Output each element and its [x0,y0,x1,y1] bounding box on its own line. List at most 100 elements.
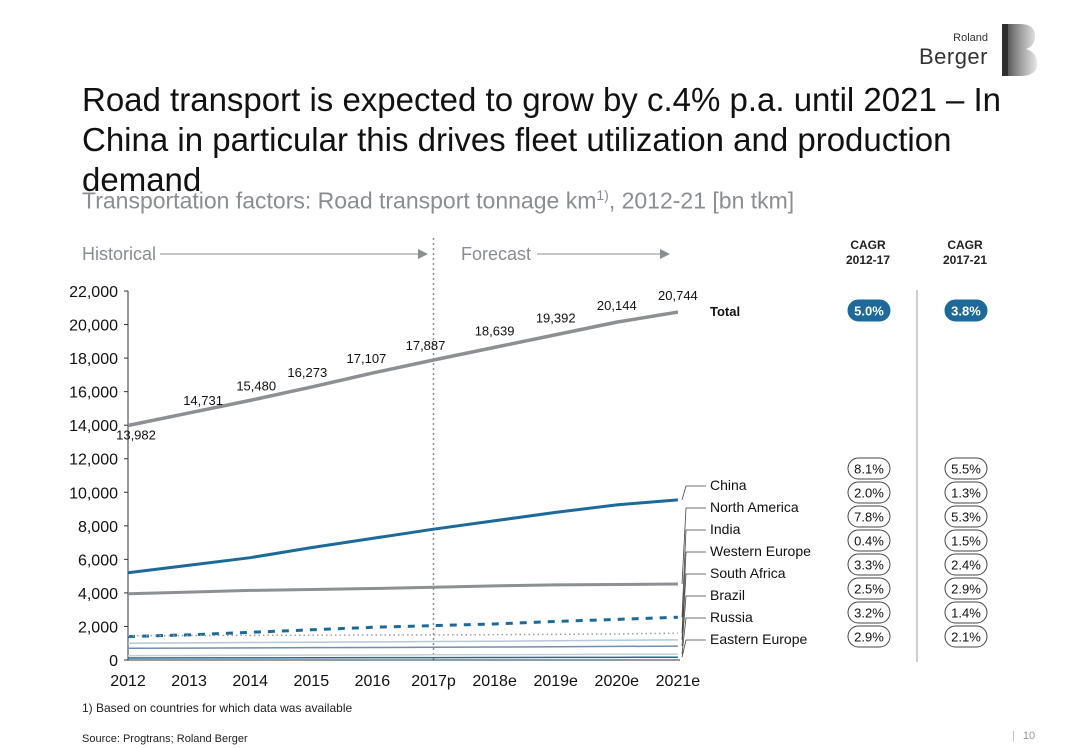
cagr-value: 1.3% [951,486,981,501]
total-data-label: 14,731 [183,393,223,408]
series-connector [681,507,706,585]
cagr-value: 2.9% [951,582,981,597]
logo-text-small: Roland [953,32,988,44]
cagr-value: 3.3% [854,558,884,573]
series-line-china [127,498,679,575]
x-tick-label: 2016 [355,673,391,690]
cagr-badge [944,505,988,528]
cagr-header-line2: 2017-21 [942,253,988,267]
series-label: Western Europe [710,543,811,559]
series-line-north-america [127,582,678,596]
series-connector [681,485,706,500]
cagr-value: 7.8% [854,510,884,525]
cagr-value: 5.5% [951,462,981,477]
series-connector [681,617,706,655]
total-data-label: 17,107 [347,351,387,366]
series-line-russia [127,653,678,657]
footnote: 1) Based on countries for which data was… [82,701,353,715]
cagr-value: 5.0% [854,304,884,319]
x-tick-label: 2015 [294,673,330,690]
logo-text-big: Berger [918,44,988,69]
cagr-value: 2.4% [951,558,981,573]
subtitle-suffix: , 2012-21 [bn tkm] [608,187,795,214]
series-connector [681,551,706,634]
y-tick-label: 20,000 [69,318,118,335]
y-tick-label: 8,000 [78,519,118,536]
chart-subtitle: Transportation factors: Road transport t… [82,187,794,215]
cagr-badge [944,601,988,624]
cagr-badge [847,505,891,528]
cagr-total-badge [847,299,891,322]
cagr-value: 8.1% [854,462,884,477]
cagr-badge [944,553,988,576]
cagr-header-line2: 2012-17 [845,253,891,267]
series-line-western-europe [127,632,678,637]
cagr-value: 1.5% [951,534,981,549]
cagr-2017-21-header: CAGR 2017-21 [925,238,1005,268]
cagr-value: 2.5% [854,582,884,597]
series-line-total [127,310,679,428]
series-label: Eastern Europe [710,631,807,647]
subtitle-text: Transportation factors: Road transport t… [82,187,597,214]
series-line-brazil [127,645,678,650]
x-tick-label: 2017p [411,673,456,690]
total-data-label: 17,887 [406,338,446,353]
source-note: Source: Progtrans; Roland Berger [82,733,248,745]
cagr-value: 3.2% [854,606,884,621]
forecast-arrowhead [660,249,670,259]
series-connector [681,639,706,658]
page-separator: | [1012,730,1015,742]
total-data-label: 13,982 [116,427,156,442]
forecast-label: Forecast [461,244,532,264]
cagr-value: 2.1% [951,630,981,645]
series-label: India [710,521,741,537]
total-data-label: 20,144 [597,298,637,313]
series-line-eastern-europe [127,656,678,659]
cagr-badge [847,529,891,552]
series-connector [681,595,706,647]
cagr-value: 5.3% [951,510,981,525]
x-tick-label: 2013 [171,673,207,690]
series-label: Russia [710,609,753,625]
series-label: China [710,477,747,493]
cagr-badge [847,625,891,648]
cagr-badge [847,577,891,600]
logo-b-icon [1002,24,1037,76]
total-data-label: 20,744 [658,288,698,303]
total-data-label: 15,480 [236,378,276,393]
series-label: North America [710,499,799,515]
historical-arrowhead [418,249,428,259]
y-tick-label: 18,000 [69,351,118,368]
cagr-badge [847,601,891,624]
series-label: Brazil [710,587,745,603]
cagr-2012-17-header: CAGR 2012-17 [828,238,908,268]
cagr-badge [847,457,891,480]
historical-label: Historical [82,244,157,264]
y-tick-label: 4,000 [78,586,118,603]
total-data-label: 16,273 [287,365,327,380]
y-tick-label: 6,000 [78,552,118,569]
series-label: South Africa [710,565,786,581]
roland-berger-logo: Roland Berger [919,22,1060,78]
y-tick-label: 16,000 [69,385,118,402]
cagr-badge [944,481,988,504]
page-number: 10 [1022,730,1036,742]
y-tick-label: 2,000 [78,619,118,636]
total-data-label: 19,392 [536,311,576,326]
x-tick-label: 2018e [472,673,517,690]
cagr-badge [847,481,891,504]
page-number-area: | 10 [1012,730,1035,742]
cagr-value: 3.8% [951,304,981,319]
total-data-label: 18,639 [475,323,515,338]
series-connector [681,529,706,618]
series-label-total: Total [710,304,740,319]
cagr-value: 2.9% [854,630,884,645]
cagr-header-line1: CAGR [947,238,983,252]
cagr-badge [944,625,988,648]
cagr-badge [944,457,988,480]
subtitle-footnote-ref: 1) [596,187,609,203]
cagr-header-line1: CAGR [850,238,886,252]
x-tick-label: 2021e [656,673,701,690]
series-line-south-africa [127,639,678,644]
